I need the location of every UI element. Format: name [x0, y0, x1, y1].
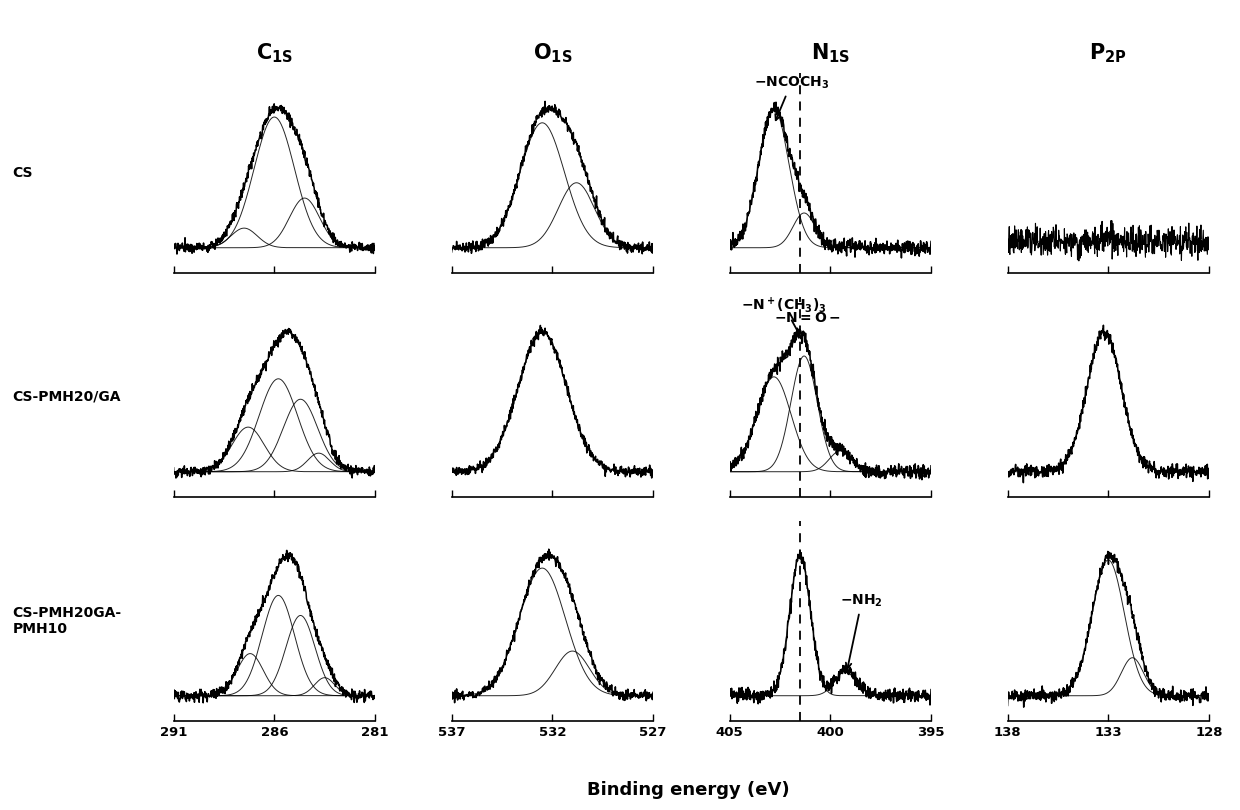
- Text: $\mathbf{-NH_2}$: $\mathbf{-NH_2}$: [841, 593, 883, 668]
- Title: $\mathbf{C_{1S}}$: $\mathbf{C_{1S}}$: [255, 41, 293, 65]
- Text: CS-PMH20GA-
PMH10: CS-PMH20GA- PMH10: [12, 606, 122, 636]
- Text: $\mathbf{-N=O-}$: $\mathbf{-N=O-}$: [774, 311, 841, 360]
- Text: Binding energy (eV): Binding energy (eV): [587, 781, 790, 799]
- Title: $\mathbf{P_{2P}}$: $\mathbf{P_{2P}}$: [1090, 41, 1127, 65]
- Text: CS: CS: [12, 166, 33, 180]
- Title: $\mathbf{O_{1S}}$: $\mathbf{O_{1S}}$: [532, 41, 572, 65]
- Text: CS-PMH20/GA: CS-PMH20/GA: [12, 390, 122, 404]
- Title: $\mathbf{N_{1S}}$: $\mathbf{N_{1S}}$: [811, 41, 849, 65]
- Text: $\mathbf{-NCOCH_3}$: $\mathbf{-NCOCH_3}$: [754, 75, 828, 120]
- Text: $\mathbf{-N^+(CH_3)_3}$: $\mathbf{-N^+(CH_3)_3}$: [740, 296, 826, 339]
